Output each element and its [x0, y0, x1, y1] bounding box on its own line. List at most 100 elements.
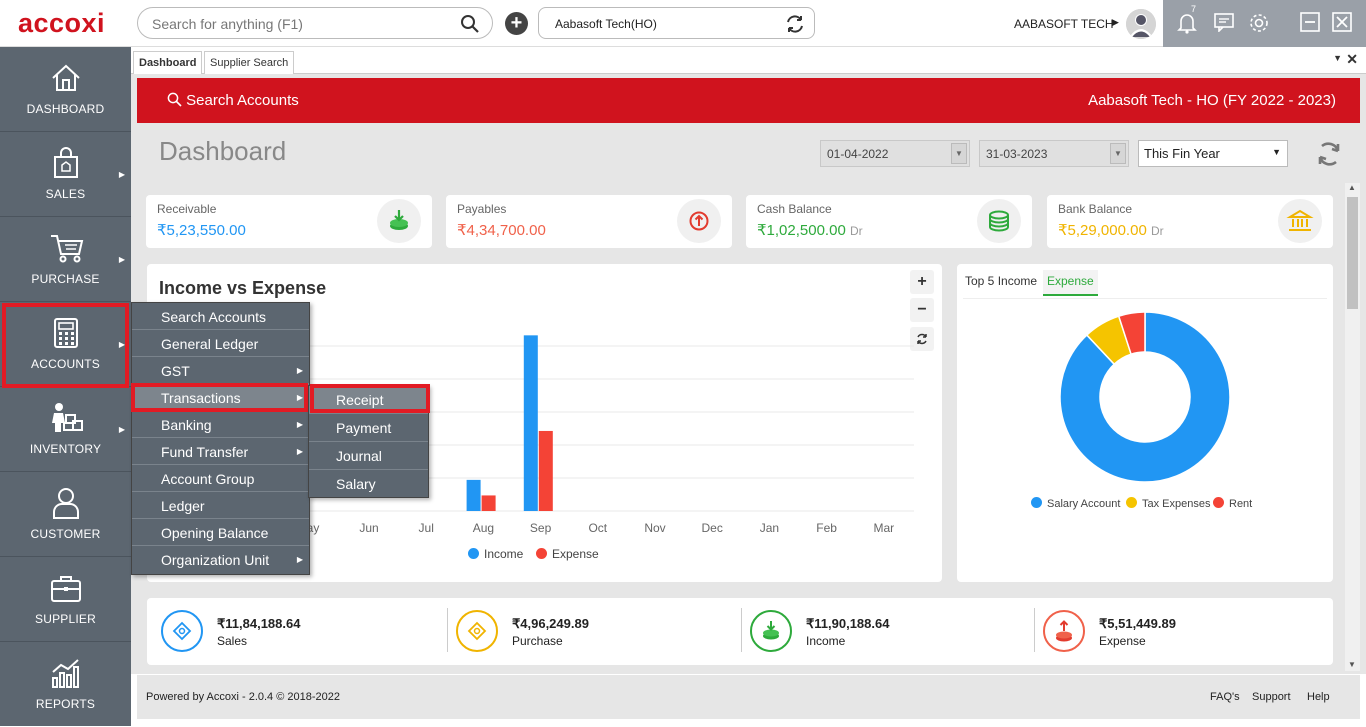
add-new-button[interactable]: +: [505, 12, 528, 35]
switch-branch-icon[interactable]: [784, 13, 806, 38]
menu-item-opening-balance[interactable]: Opening Balance: [132, 519, 309, 546]
menu-item-label: Salary: [336, 476, 376, 492]
legend-label: Tax Expenses: [1142, 498, 1211, 510]
menu-item-label: Banking: [161, 417, 212, 433]
menu-item-banking[interactable]: Banking ▶: [132, 411, 309, 438]
receivable-card[interactable]: Receivable ₹5,23,550.00: [146, 195, 432, 248]
sales-tag-icon: [161, 610, 203, 652]
summary-value: ₹11,84,188.64: [217, 616, 301, 631]
chevron-down-icon[interactable]: ▼: [1110, 143, 1126, 164]
settings-gear-icon[interactable]: [1248, 12, 1270, 37]
submenu-item-journal[interactable]: Journal: [309, 442, 428, 470]
global-search-input[interactable]: Search for anything (F1): [137, 7, 493, 39]
cash-balance-card[interactable]: Cash Balance ₹1,02,500.00 Dr: [746, 195, 1032, 248]
menu-item-ledger[interactable]: Ledger: [132, 492, 309, 519]
to-date-input[interactable]: 31-03-2023 ▼: [979, 140, 1129, 167]
menu-item-label: Payment: [336, 420, 392, 436]
sidebar-item-supplier[interactable]: SUPPLIER: [0, 557, 131, 642]
menu-item-account-group[interactable]: Account Group: [132, 465, 309, 492]
accoxi-logo[interactable]: accoxi: [18, 8, 106, 38]
bank-balance-card[interactable]: Bank Balance ₹5,29,000.00 Dr: [1047, 195, 1333, 248]
close-window-icon[interactable]: [1332, 12, 1352, 35]
period-select[interactable]: This Fin Year ▼: [1138, 140, 1288, 167]
legend-dot: [1031, 497, 1042, 508]
calculator-icon: [49, 316, 83, 353]
search-icon[interactable]: [460, 14, 480, 37]
submenu-item-salary[interactable]: Salary: [309, 470, 428, 498]
tab-supplier-search[interactable]: Supplier Search: [204, 51, 295, 74]
notification-count: 7: [1191, 4, 1197, 14]
menu-item-label: Account Group: [161, 471, 255, 487]
help-link[interactable]: Help: [1307, 691, 1330, 703]
bar-expense-aug: [481, 495, 496, 511]
card-label: Receivable: [157, 202, 217, 216]
refresh-icon[interactable]: [1314, 137, 1344, 174]
money-up-icon: [1043, 610, 1085, 652]
legend-income[interactable]: Income: [468, 547, 523, 561]
menu-item-organization-unit[interactable]: Organization Unit ▶: [132, 546, 309, 573]
tab-strip: Dashboard Supplier Search ▼ ✕: [131, 47, 1366, 74]
user-menu-caret-icon[interactable]: ▶: [1112, 17, 1119, 27]
minimize-icon[interactable]: [1300, 12, 1320, 35]
scrollbar-thumb[interactable]: [1347, 197, 1358, 309]
tab-expense[interactable]: Expense: [1043, 270, 1098, 296]
sidebar-item-purchase[interactable]: PURCHASE ▶: [0, 217, 131, 302]
menu-item-search-accounts[interactable]: Search Accounts: [132, 303, 309, 330]
legend-salary-account[interactable]: Salary Account: [1031, 497, 1120, 510]
zoom-out-button[interactable]: −: [910, 298, 934, 322]
close-tab-icon[interactable]: ✕: [1346, 51, 1358, 67]
accounts-menu: Search Accounts General Ledger GST ▶ Tran…: [131, 302, 310, 575]
avatar[interactable]: [1126, 9, 1156, 39]
scroll-down-icon[interactable]: ▼: [1348, 660, 1356, 669]
payables-card[interactable]: Payables ₹4,34,700.00: [446, 195, 732, 248]
legend-dot: [536, 548, 547, 559]
chevron-right-icon: ▶: [118, 255, 125, 264]
divider: [447, 608, 448, 652]
summary-panel: ₹11,84,188.64 Sales ₹4,96,249.89 Purchas…: [147, 598, 1333, 665]
tab-divider: [963, 298, 1327, 299]
menu-item-gst[interactable]: GST ▶: [132, 357, 309, 384]
legend-expense[interactable]: Expense: [536, 547, 599, 561]
user-name[interactable]: AABASOFT TECH: [1014, 17, 1114, 31]
sidebar-item-inventory[interactable]: INVENTORY ▶: [0, 387, 131, 472]
chevron-down-icon[interactable]: ▼: [951, 143, 967, 164]
zoom-in-button[interactable]: +: [910, 270, 934, 294]
faq-link[interactable]: FAQ's: [1210, 691, 1240, 703]
submenu-item-payment[interactable]: Payment: [309, 414, 428, 442]
tab-list-dropdown-icon[interactable]: ▼: [1333, 53, 1342, 63]
x-tick-label: Feb: [816, 521, 837, 535]
top-bar: accoxi Search for anything (F1) + Aabaso…: [0, 0, 1366, 47]
receipt-highlight-box: [310, 384, 430, 413]
search-placeholder: Search for anything (F1): [152, 16, 303, 32]
legend-dot: [1126, 497, 1137, 508]
legend-label: Salary Account: [1047, 498, 1121, 510]
chat-icon[interactable]: [1213, 12, 1235, 35]
tab-dashboard[interactable]: Dashboard: [133, 51, 203, 74]
support-link[interactable]: Support: [1252, 691, 1291, 703]
legend-tax-expenses[interactable]: Tax Expenses: [1126, 497, 1210, 510]
bar-income-aug: [466, 479, 481, 511]
menu-item-general-ledger[interactable]: General Ledger: [132, 330, 309, 357]
menu-item-fund-transfer[interactable]: Fund Transfer ▶: [132, 438, 309, 465]
legend-rent[interactable]: Rent: [1213, 497, 1252, 510]
reset-zoom-button[interactable]: [910, 327, 934, 351]
branch-selector[interactable]: Aabasoft Tech(HO): [538, 7, 815, 39]
notification-bell-icon[interactable]: [1177, 12, 1197, 37]
sidebar-item-dashboard[interactable]: DASHBOARD: [0, 47, 131, 132]
summary-label: Expense: [1099, 634, 1146, 648]
sidebar-item-customer[interactable]: CUSTOMER: [0, 472, 131, 557]
tab-top5-income[interactable]: Top 5 Income: [965, 274, 1038, 288]
x-tick-label: Jan: [760, 521, 779, 535]
summary-label: Purchase: [512, 634, 563, 648]
search-accounts-link[interactable]: Search Accounts: [167, 92, 299, 109]
sidebar-item-reports[interactable]: REPORTS: [0, 642, 131, 727]
sidebar-item-sales[interactable]: SALES ▶: [0, 132, 131, 217]
sidebar-item-label: CUSTOMER: [30, 527, 101, 541]
menu-item-label: Journal: [336, 448, 382, 464]
summary-label: Sales: [217, 634, 248, 648]
from-date-input[interactable]: 01-04-2022 ▼: [820, 140, 970, 167]
chevron-right-icon: ▶: [118, 170, 125, 179]
scroll-up-icon[interactable]: ▲: [1348, 183, 1356, 192]
search-accounts-label: Search Accounts: [186, 92, 299, 109]
slice-rent: [1117, 311, 1146, 356]
